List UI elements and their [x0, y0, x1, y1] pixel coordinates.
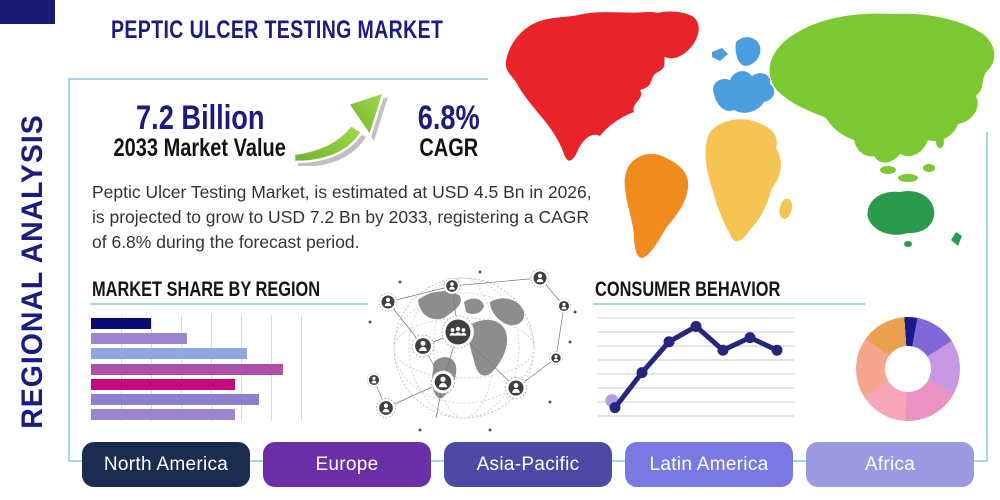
- region-buttons: North America Europe Asia-Pacific Latin Ame…: [82, 442, 974, 487]
- market-share-underline: [90, 303, 368, 305]
- donut-chart: [856, 317, 960, 421]
- map-asia: [769, 13, 995, 163]
- map-new-zealand: [951, 232, 962, 246]
- map-scandinavia: [735, 37, 761, 66]
- region-button-north-america[interactable]: North America: [82, 442, 250, 487]
- map-europe: [713, 71, 775, 113]
- line-chart-svg: [598, 317, 794, 417]
- market-description: Peptic Ulcer Testing Market, is estimate…: [92, 182, 592, 252]
- map-iceland: [712, 48, 728, 61]
- sidebar-vertical-label: REGIONAL ANALYSIS: [16, 114, 49, 430]
- map-island-1: [880, 166, 896, 174]
- bar-segment-3: [91, 348, 247, 360]
- bar-segment-1: [91, 318, 151, 329]
- map-africa: [705, 119, 781, 242]
- frame-border-top: [68, 78, 488, 80]
- map-greenland: [649, 11, 699, 59]
- bar-segment-7: [91, 409, 235, 421]
- cagr-stat: 6.8%: [418, 99, 480, 137]
- market-value-label: 2033 Market Value: [113, 134, 287, 162]
- growth-arrow-icon: [292, 90, 388, 166]
- map-tasmania: [904, 241, 912, 247]
- market-share-heading: MARKET SHARE BY REGION: [92, 278, 321, 301]
- region-button-asia-pacific[interactable]: Asia-Pacific: [444, 442, 612, 487]
- world-map: [505, 11, 995, 258]
- page-title-text: PEPTIC ULCER TESTING MARKET: [111, 16, 444, 44]
- donut-hole: [885, 346, 931, 392]
- consumer-behavior-heading: CONSUMER BEHAVIOR: [595, 278, 781, 301]
- frame-border-left: [68, 78, 70, 462]
- map-island-3: [923, 164, 935, 172]
- map-north-america: [505, 11, 672, 161]
- map-island-2: [898, 174, 918, 182]
- region-button-europe[interactable]: Europe: [263, 442, 431, 487]
- bar-chart-gridline: [301, 315, 302, 421]
- bar-chart-bars: [91, 318, 331, 424]
- market-value-stat: 7.2 Billion: [135, 99, 265, 137]
- globe-network-icon: [366, 268, 577, 432]
- map-australia: [867, 190, 935, 235]
- page-title: PEPTIC ULCER TESTING MARKET: [111, 16, 537, 45]
- map-japan: [962, 98, 977, 117]
- region-button-africa[interactable]: Africa: [806, 442, 974, 487]
- map-south-america: [624, 153, 689, 258]
- bar-segment-5: [91, 378, 235, 390]
- cagr-label: CAGR: [419, 134, 479, 162]
- consumer-behavior-underline: [593, 303, 865, 305]
- region-button-latin-america[interactable]: Latin America: [625, 442, 793, 487]
- frame-border-right: [986, 132, 988, 462]
- bar-segment-4: [91, 363, 283, 375]
- map-island-4: [936, 136, 944, 148]
- corner-brand-mark: [0, 0, 55, 24]
- bar-chart: [91, 315, 331, 421]
- bar-segment-6: [91, 393, 259, 405]
- bar-segment-2: [91, 333, 187, 345]
- map-madagascar: [779, 198, 792, 220]
